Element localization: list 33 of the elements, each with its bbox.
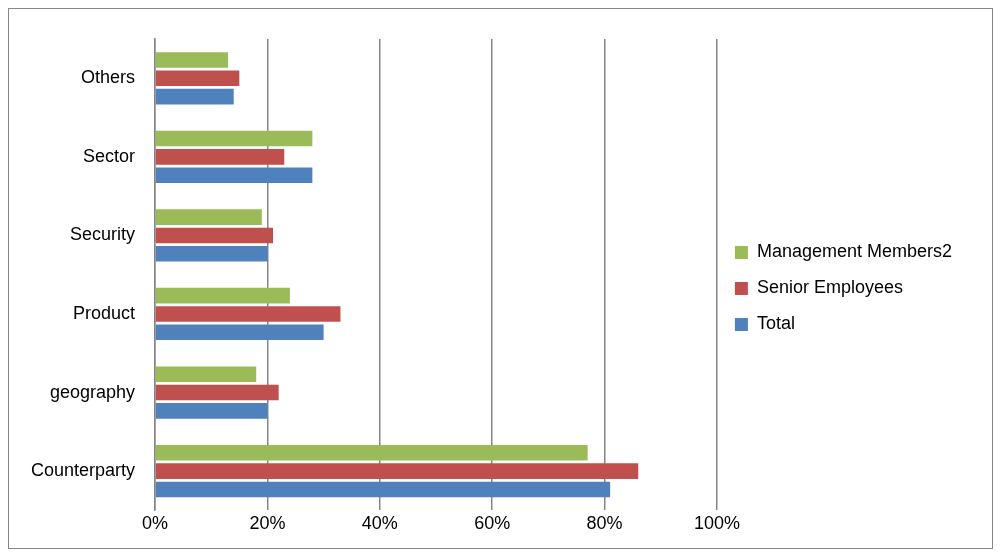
bar — [155, 324, 324, 341]
bar — [155, 463, 639, 479]
bar — [155, 245, 268, 262]
x-tick-label: 60% — [474, 513, 511, 534]
y-tick-label: geography — [49, 381, 136, 402]
y-tick-label: Product — [73, 302, 136, 323]
legend-label: Senior Employees — [756, 277, 903, 298]
y-tick-label: Counterparty — [30, 460, 136, 481]
bar — [155, 130, 313, 147]
bar — [155, 209, 262, 225]
bar — [155, 384, 279, 401]
y-tick-label: Others — [81, 67, 136, 88]
x-tick-label: 100% — [693, 513, 740, 534]
bar — [155, 227, 274, 244]
bar — [155, 481, 611, 498]
bar — [155, 366, 257, 383]
y-tick-label: Sector — [83, 145, 136, 166]
y-tick-label: Security — [70, 224, 136, 245]
x-tick-label: 40% — [361, 513, 398, 534]
bar — [155, 444, 588, 461]
bar — [155, 149, 285, 165]
bar — [155, 306, 341, 322]
x-tick-label: 0% — [142, 513, 169, 534]
x-tick-label: 80% — [586, 513, 623, 534]
bar — [155, 287, 290, 304]
bar — [155, 167, 313, 183]
legend-label: Management Members2 — [756, 241, 952, 262]
legend-label: Total — [756, 313, 795, 334]
x-tick-label: 20% — [249, 513, 286, 534]
bar — [155, 70, 240, 87]
bar — [155, 403, 268, 419]
bar — [155, 52, 229, 68]
bar — [155, 88, 234, 105]
